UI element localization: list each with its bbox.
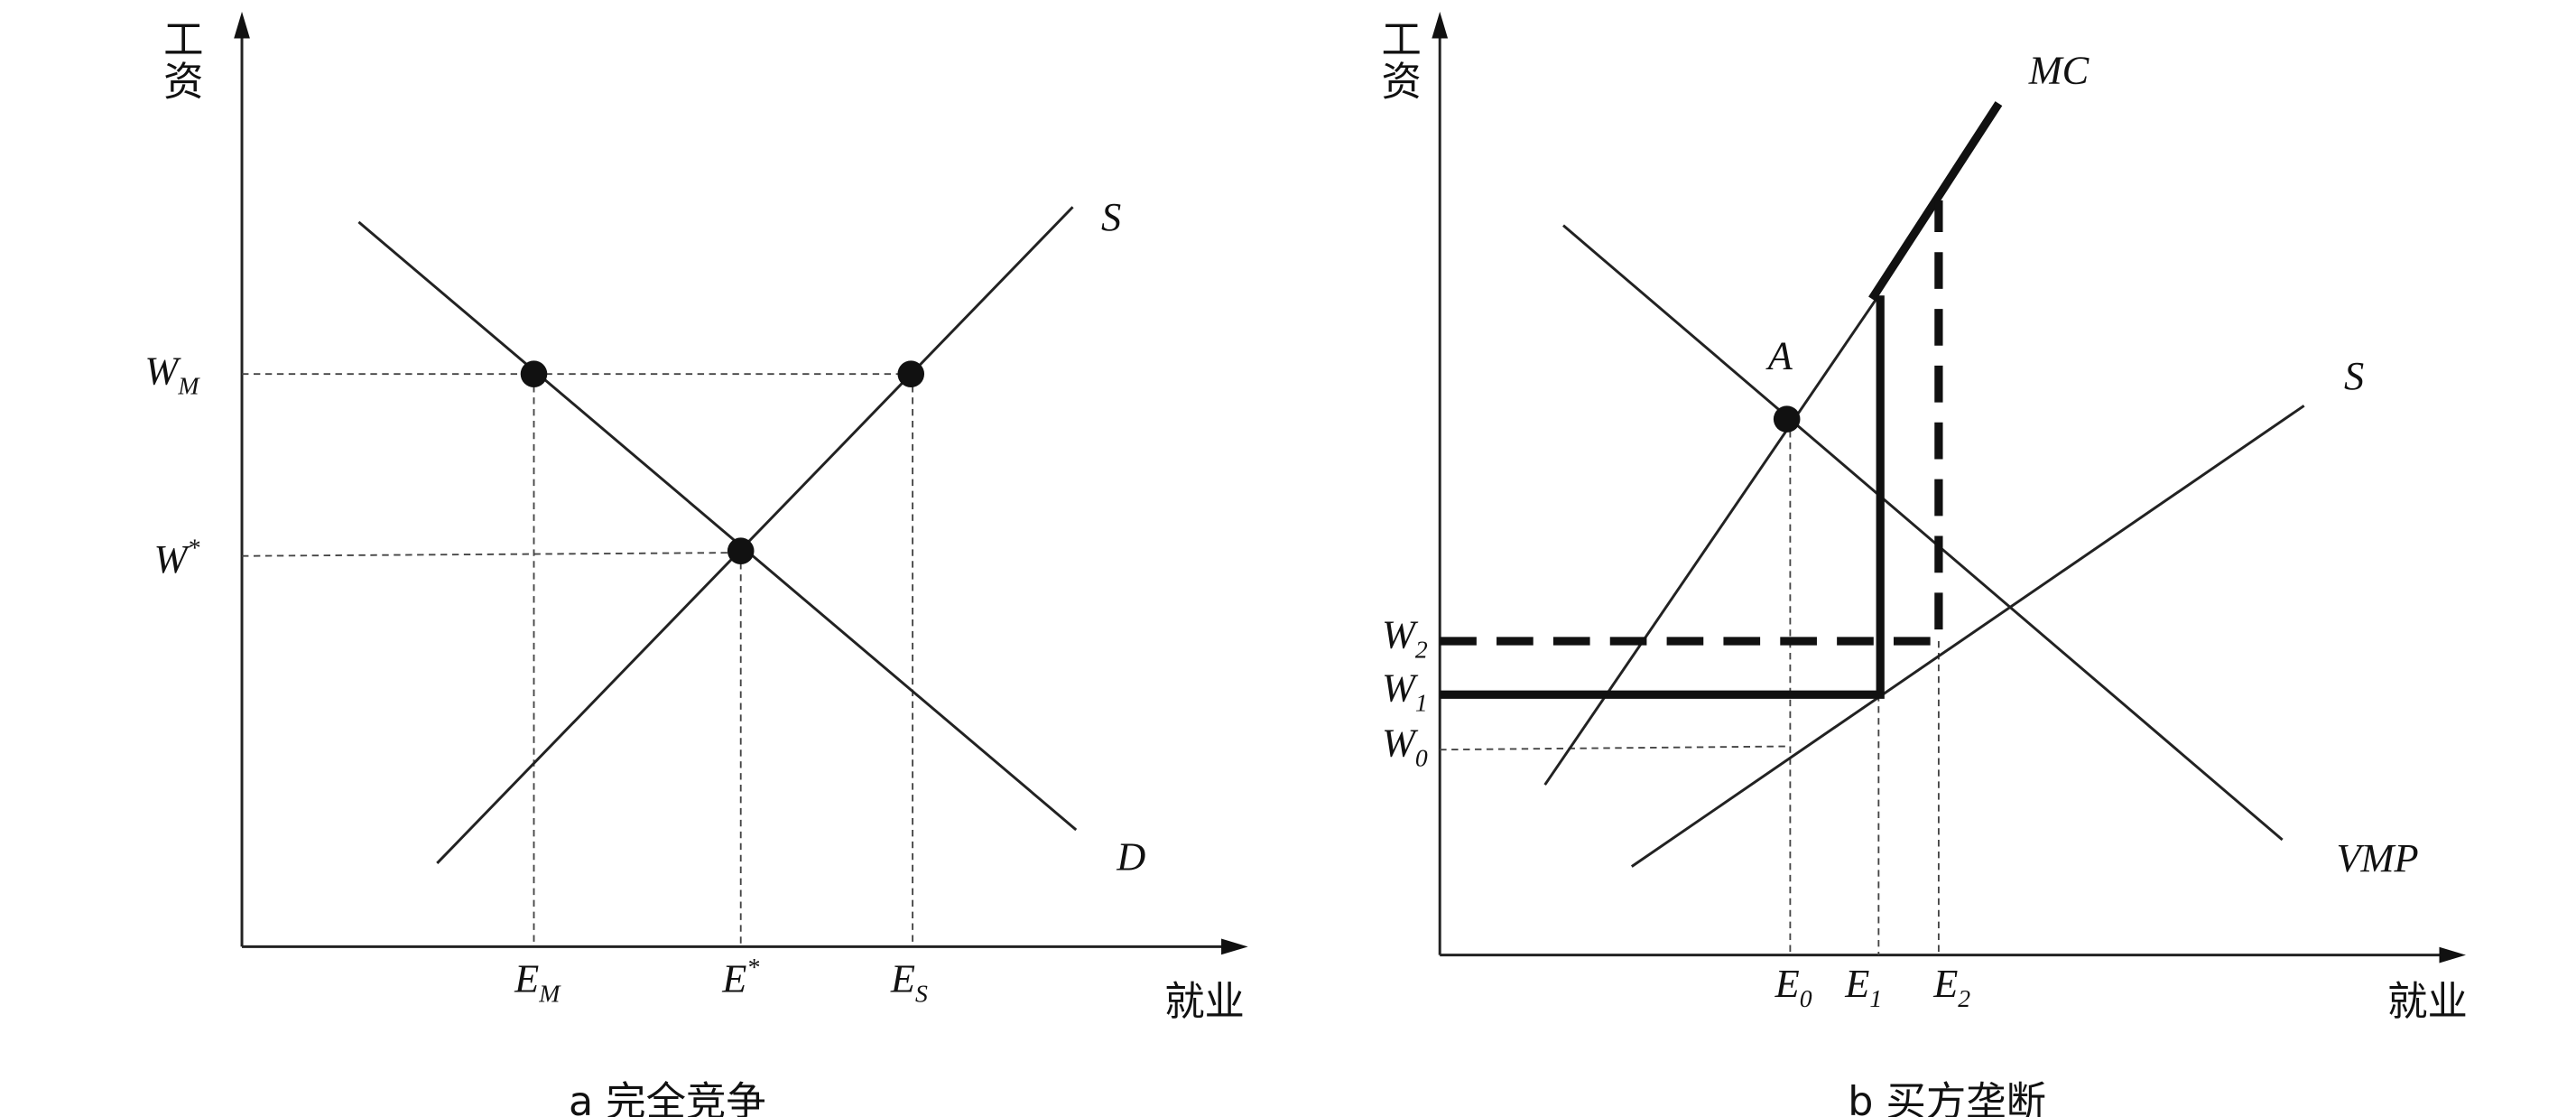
caption: b 买方垄断 (1848, 1079, 2046, 1117)
label: W1 (1382, 666, 1428, 717)
label: EM (514, 955, 561, 1007)
label-sub: 0 (1800, 984, 1812, 1012)
label: W2 (1382, 611, 1428, 663)
label-sub: 0 (1415, 744, 1428, 772)
label: E2 (1932, 961, 1970, 1012)
demand-curve (357, 220, 1078, 832)
curve-label: D (1116, 833, 1145, 879)
point-label: A (1765, 333, 1793, 378)
curve-label: S (1101, 194, 1121, 239)
panel-a (234, 11, 1248, 955)
supply-curve (436, 206, 1074, 864)
y-axis-title: 工资 (163, 17, 203, 105)
label-base: E (1774, 961, 1800, 1006)
point-a (1773, 405, 1801, 433)
curve-label: VMP (2336, 835, 2418, 880)
label: W0 (1382, 721, 1428, 772)
point (727, 537, 755, 564)
caption: a 完全竞争 (569, 1079, 766, 1117)
point (520, 360, 548, 387)
char: 工 (163, 17, 203, 63)
label-base: E (721, 955, 746, 1001)
label-sub: 1 (1415, 689, 1428, 717)
label: W* (154, 534, 200, 582)
curve-label: MC (2028, 47, 2090, 92)
label: ES (890, 955, 928, 1007)
x-axis-title: 就业 (2387, 979, 2468, 1025)
supply-curve (1630, 405, 2305, 868)
label: WM (144, 348, 200, 399)
curve-label: S (2344, 353, 2364, 398)
label-sub: M (177, 371, 200, 399)
label-base: W (154, 536, 191, 582)
label-sup: * (746, 953, 759, 981)
label: E* (721, 953, 759, 1001)
w1-line (1440, 295, 1885, 699)
vmp-curve (1562, 224, 2284, 842)
x-axis-title: 就业 (1164, 979, 1245, 1025)
label-base: E (1932, 961, 1958, 1006)
label-sub: 1 (1869, 984, 1882, 1012)
label-sub: 2 (1415, 636, 1428, 664)
label: E0 (1774, 961, 1812, 1012)
char: 工 (1382, 17, 1422, 63)
label-sup: * (187, 534, 199, 562)
guide (1440, 745, 1787, 751)
y-axis-title: 工资 (1382, 17, 1422, 105)
label-base: E (890, 955, 915, 1001)
mc-curve (1543, 294, 1880, 786)
label-sub: S (915, 979, 928, 1007)
panel-b (1432, 11, 2467, 963)
label-sub: M (538, 979, 561, 1007)
point (897, 360, 925, 387)
label-sub: 2 (1958, 984, 1970, 1012)
label-base: W (1382, 611, 1419, 656)
label-base: W (1382, 721, 1419, 766)
char: 资 (1382, 59, 1422, 105)
label-base: W (144, 348, 181, 393)
label-base: E (514, 955, 539, 1001)
label-base: E (1844, 961, 1869, 1006)
label: E1 (1844, 961, 1882, 1012)
label-base: W (1382, 666, 1419, 711)
char: 资 (163, 59, 203, 105)
guide (242, 552, 741, 557)
